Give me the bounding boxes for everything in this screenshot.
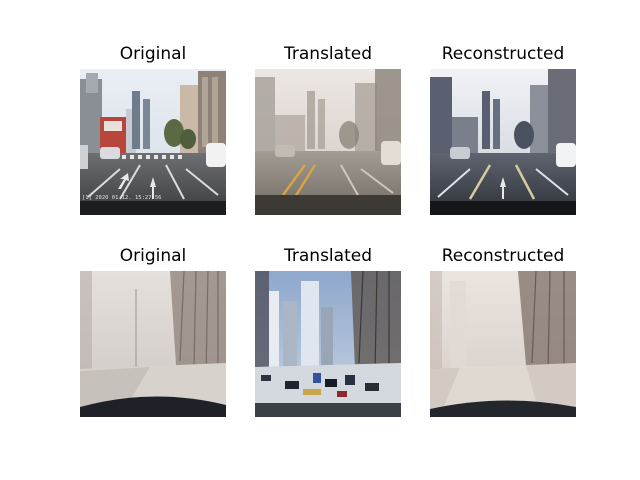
cell-title: Reconstructed (441, 44, 565, 64)
image-original-city-road: [1] 2020 01 12. 15:27:56 (80, 69, 226, 215)
image-translated-snow-road (255, 271, 401, 417)
dashcam-image (430, 69, 576, 215)
dashcam-image (80, 271, 226, 417)
dashcam-image (430, 271, 576, 417)
dashcam-image: [1] 2020 01 12. 15:27:56 (80, 69, 226, 215)
cell-title: Translated (284, 246, 372, 266)
cell-title: Original (119, 44, 187, 64)
cell-title: Translated (284, 44, 372, 64)
dashcam-image (255, 69, 401, 215)
image-translated-city-road (255, 69, 401, 215)
image-reconstructed-city-road (430, 69, 576, 215)
cell-title: Reconstructed (441, 246, 565, 266)
timestamp-overlay: [1] 2020 01 12. 15:27:56 (82, 195, 161, 201)
dashcam-image (255, 271, 401, 417)
image-reconstructed-foggy-road (430, 271, 576, 417)
cell-title: Original (119, 246, 187, 266)
image-original-foggy-road (80, 271, 226, 417)
